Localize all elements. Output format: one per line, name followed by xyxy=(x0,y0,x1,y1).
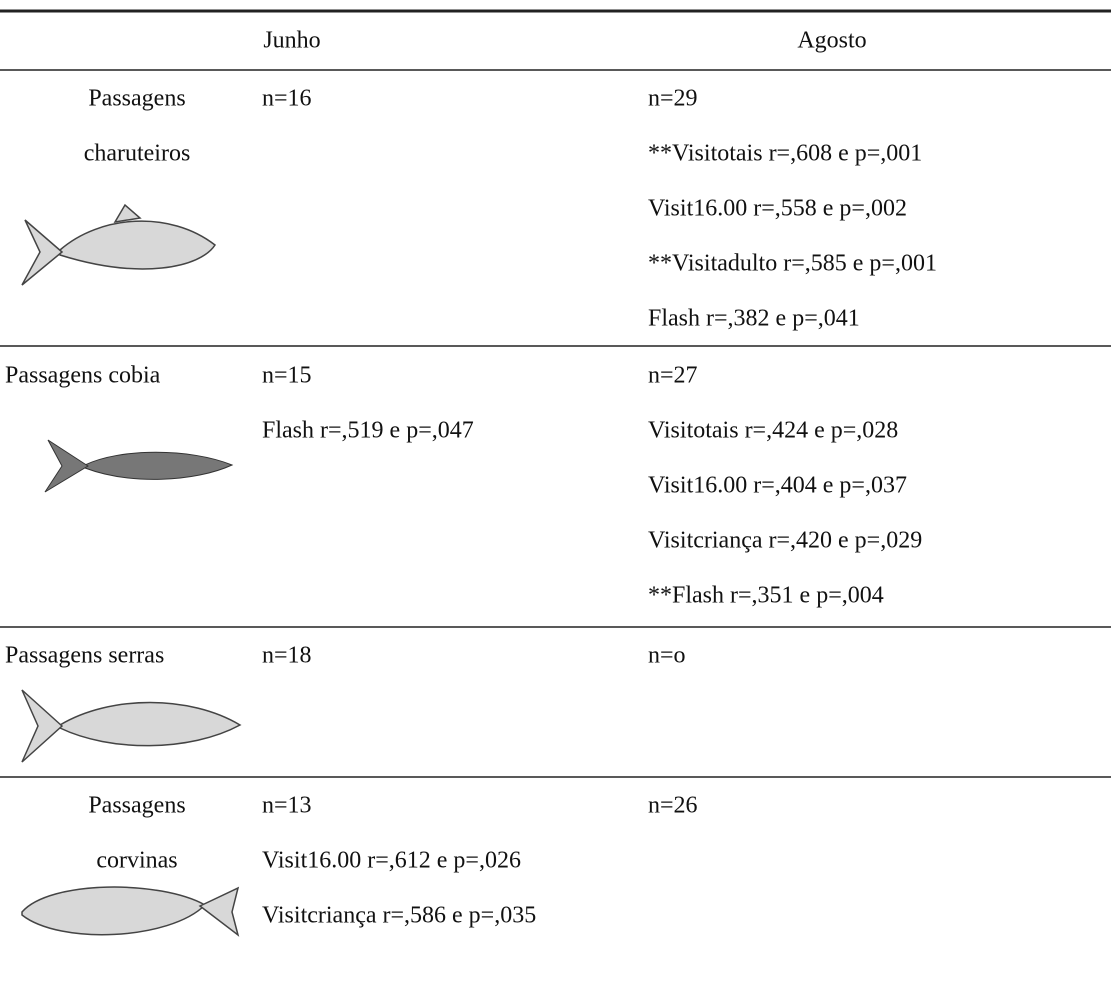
row-label: charuteiros xyxy=(84,141,191,167)
cell-text: Visitotais r=,424 e p=,028 xyxy=(648,418,898,444)
cell-text: **Visitotais r=,608 e p=,001 xyxy=(648,141,922,167)
cell-text: Visitcriança r=,586 e p=,035 xyxy=(262,903,536,929)
fish-illustration xyxy=(21,886,240,937)
cell-text: Visit16.00 r=,558 e p=,002 xyxy=(648,196,907,222)
row-label: Passagens xyxy=(88,793,185,819)
row-label: Passagens serras xyxy=(5,643,164,669)
fish-illustration xyxy=(21,689,242,763)
cell-text: Flash r=,519 e p=,047 xyxy=(262,418,474,444)
cell-text: n=o xyxy=(648,643,686,669)
cell-text: Visit16.00 r=,612 e p=,026 xyxy=(262,848,521,874)
cell-text: Visit16.00 r=,404 e p=,037 xyxy=(648,473,907,499)
cell-text: Flash r=,382 e p=,041 xyxy=(648,306,860,332)
cell-text: n=16 xyxy=(262,86,312,112)
cell-text: n=18 xyxy=(262,643,312,669)
fish-illustration xyxy=(21,203,217,286)
cell-text: n=13 xyxy=(262,793,312,819)
row-label: Passagens cobia xyxy=(5,363,161,389)
cell-text: n=27 xyxy=(648,363,698,389)
fish-illustration xyxy=(44,439,234,493)
cell-text: n=26 xyxy=(648,793,698,819)
cell-text: n=15 xyxy=(262,363,312,389)
cell-text: **Visitadulto r=,585 e p=,001 xyxy=(648,251,937,277)
header-cell: Junho xyxy=(263,28,320,54)
row-label: Passagens xyxy=(88,86,185,112)
cell-text: Visitcriança r=,420 e p=,029 xyxy=(648,528,922,554)
row-label: corvinas xyxy=(96,848,177,874)
cell-text: n=29 xyxy=(648,86,698,112)
cell-text: **Flash r=,351 e p=,004 xyxy=(648,583,884,609)
header-cell: Agosto xyxy=(797,28,866,54)
